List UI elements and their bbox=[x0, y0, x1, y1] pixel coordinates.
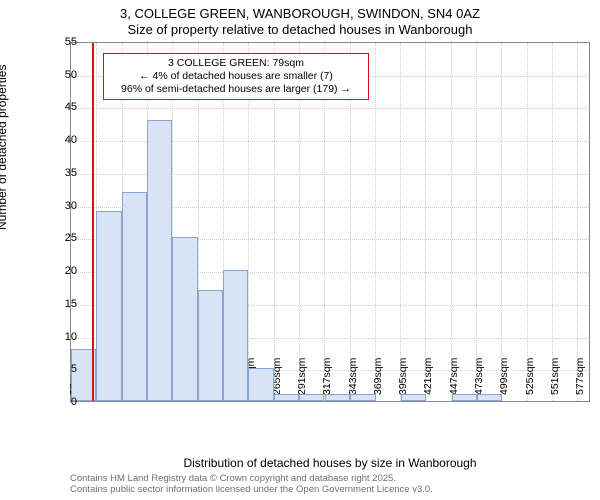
annotation-box: 3 COLLEGE GREEN: 79sqm ← 4% of detached … bbox=[103, 53, 369, 100]
x-axis-label: Distribution of detached houses by size … bbox=[70, 456, 590, 470]
gridline-v bbox=[451, 43, 452, 401]
x-tick-label: 343sqm bbox=[347, 358, 359, 395]
chart-title-line1: 3, COLLEGE GREEN, WANBOROUGH, SWINDON, S… bbox=[0, 6, 600, 21]
x-tick-label: 369sqm bbox=[372, 358, 384, 395]
histogram-bar bbox=[299, 394, 324, 401]
footer-attribution: Contains HM Land Registry data © Crown c… bbox=[70, 474, 590, 496]
y-axis-label: Number of detached properties bbox=[0, 65, 9, 230]
histogram-bar bbox=[452, 394, 477, 401]
y-tick-label: 40 bbox=[37, 134, 77, 146]
histogram-bar bbox=[350, 394, 375, 401]
histogram-bar bbox=[325, 394, 350, 401]
y-tick-label: 15 bbox=[37, 298, 77, 310]
histogram-bar bbox=[248, 368, 273, 401]
histogram-bar bbox=[122, 192, 147, 401]
annotation-line2: ← 4% of detached houses are smaller (7) bbox=[110, 70, 362, 83]
gridline-v bbox=[552, 43, 553, 401]
y-tick-label: 10 bbox=[37, 331, 77, 343]
histogram-bar bbox=[96, 211, 121, 401]
annotation-line1: 3 COLLEGE GREEN: 79sqm bbox=[110, 57, 362, 70]
y-tick-label: 55 bbox=[37, 36, 77, 48]
x-tick-label: 291sqm bbox=[296, 358, 308, 395]
gridline-v bbox=[476, 43, 477, 401]
histogram-bar bbox=[401, 394, 426, 401]
gridline-v bbox=[425, 43, 426, 401]
y-tick-label: 25 bbox=[37, 232, 77, 244]
histogram-bar bbox=[274, 394, 299, 401]
y-tick-label: 30 bbox=[37, 200, 77, 212]
x-tick-label: 395sqm bbox=[397, 358, 409, 395]
footer-line2: Contains public sector information licen… bbox=[70, 485, 590, 496]
y-tick-label: 35 bbox=[37, 167, 77, 179]
y-tick-label: 20 bbox=[37, 265, 77, 277]
annotation-line3: 96% of semi-detached houses are larger (… bbox=[110, 83, 362, 96]
x-tick-label: 421sqm bbox=[422, 358, 434, 395]
x-tick-label: 551sqm bbox=[549, 358, 561, 395]
chart-title-line2: Size of property relative to detached ho… bbox=[0, 22, 600, 37]
x-tick-label: 473sqm bbox=[473, 358, 485, 395]
histogram-bar bbox=[147, 120, 172, 401]
x-tick-label: 447sqm bbox=[448, 358, 460, 395]
y-tick-label: 50 bbox=[37, 69, 77, 81]
gridline-v bbox=[501, 43, 502, 401]
gridline-v bbox=[577, 43, 578, 401]
x-tick-label: 525sqm bbox=[524, 358, 536, 395]
gridline-v bbox=[400, 43, 401, 401]
x-tick-label: 317sqm bbox=[321, 358, 333, 395]
histogram-bar bbox=[223, 270, 248, 401]
gridline-v bbox=[527, 43, 528, 401]
y-tick-label: 45 bbox=[37, 101, 77, 113]
histogram-bar bbox=[172, 237, 197, 401]
gridline-h bbox=[71, 108, 589, 109]
gridline-v bbox=[375, 43, 376, 401]
y-tick-label: 5 bbox=[37, 363, 77, 375]
reference-line bbox=[92, 43, 94, 401]
chart-plot-area: 57sqm83sqm109sqm135sqm161sqm187sqm213sqm… bbox=[70, 42, 590, 402]
x-tick-label: 577sqm bbox=[574, 358, 586, 395]
y-tick-label: 0 bbox=[37, 396, 77, 408]
histogram-bar bbox=[477, 394, 502, 401]
histogram-bar bbox=[198, 290, 223, 401]
x-tick-label: 499sqm bbox=[498, 358, 510, 395]
